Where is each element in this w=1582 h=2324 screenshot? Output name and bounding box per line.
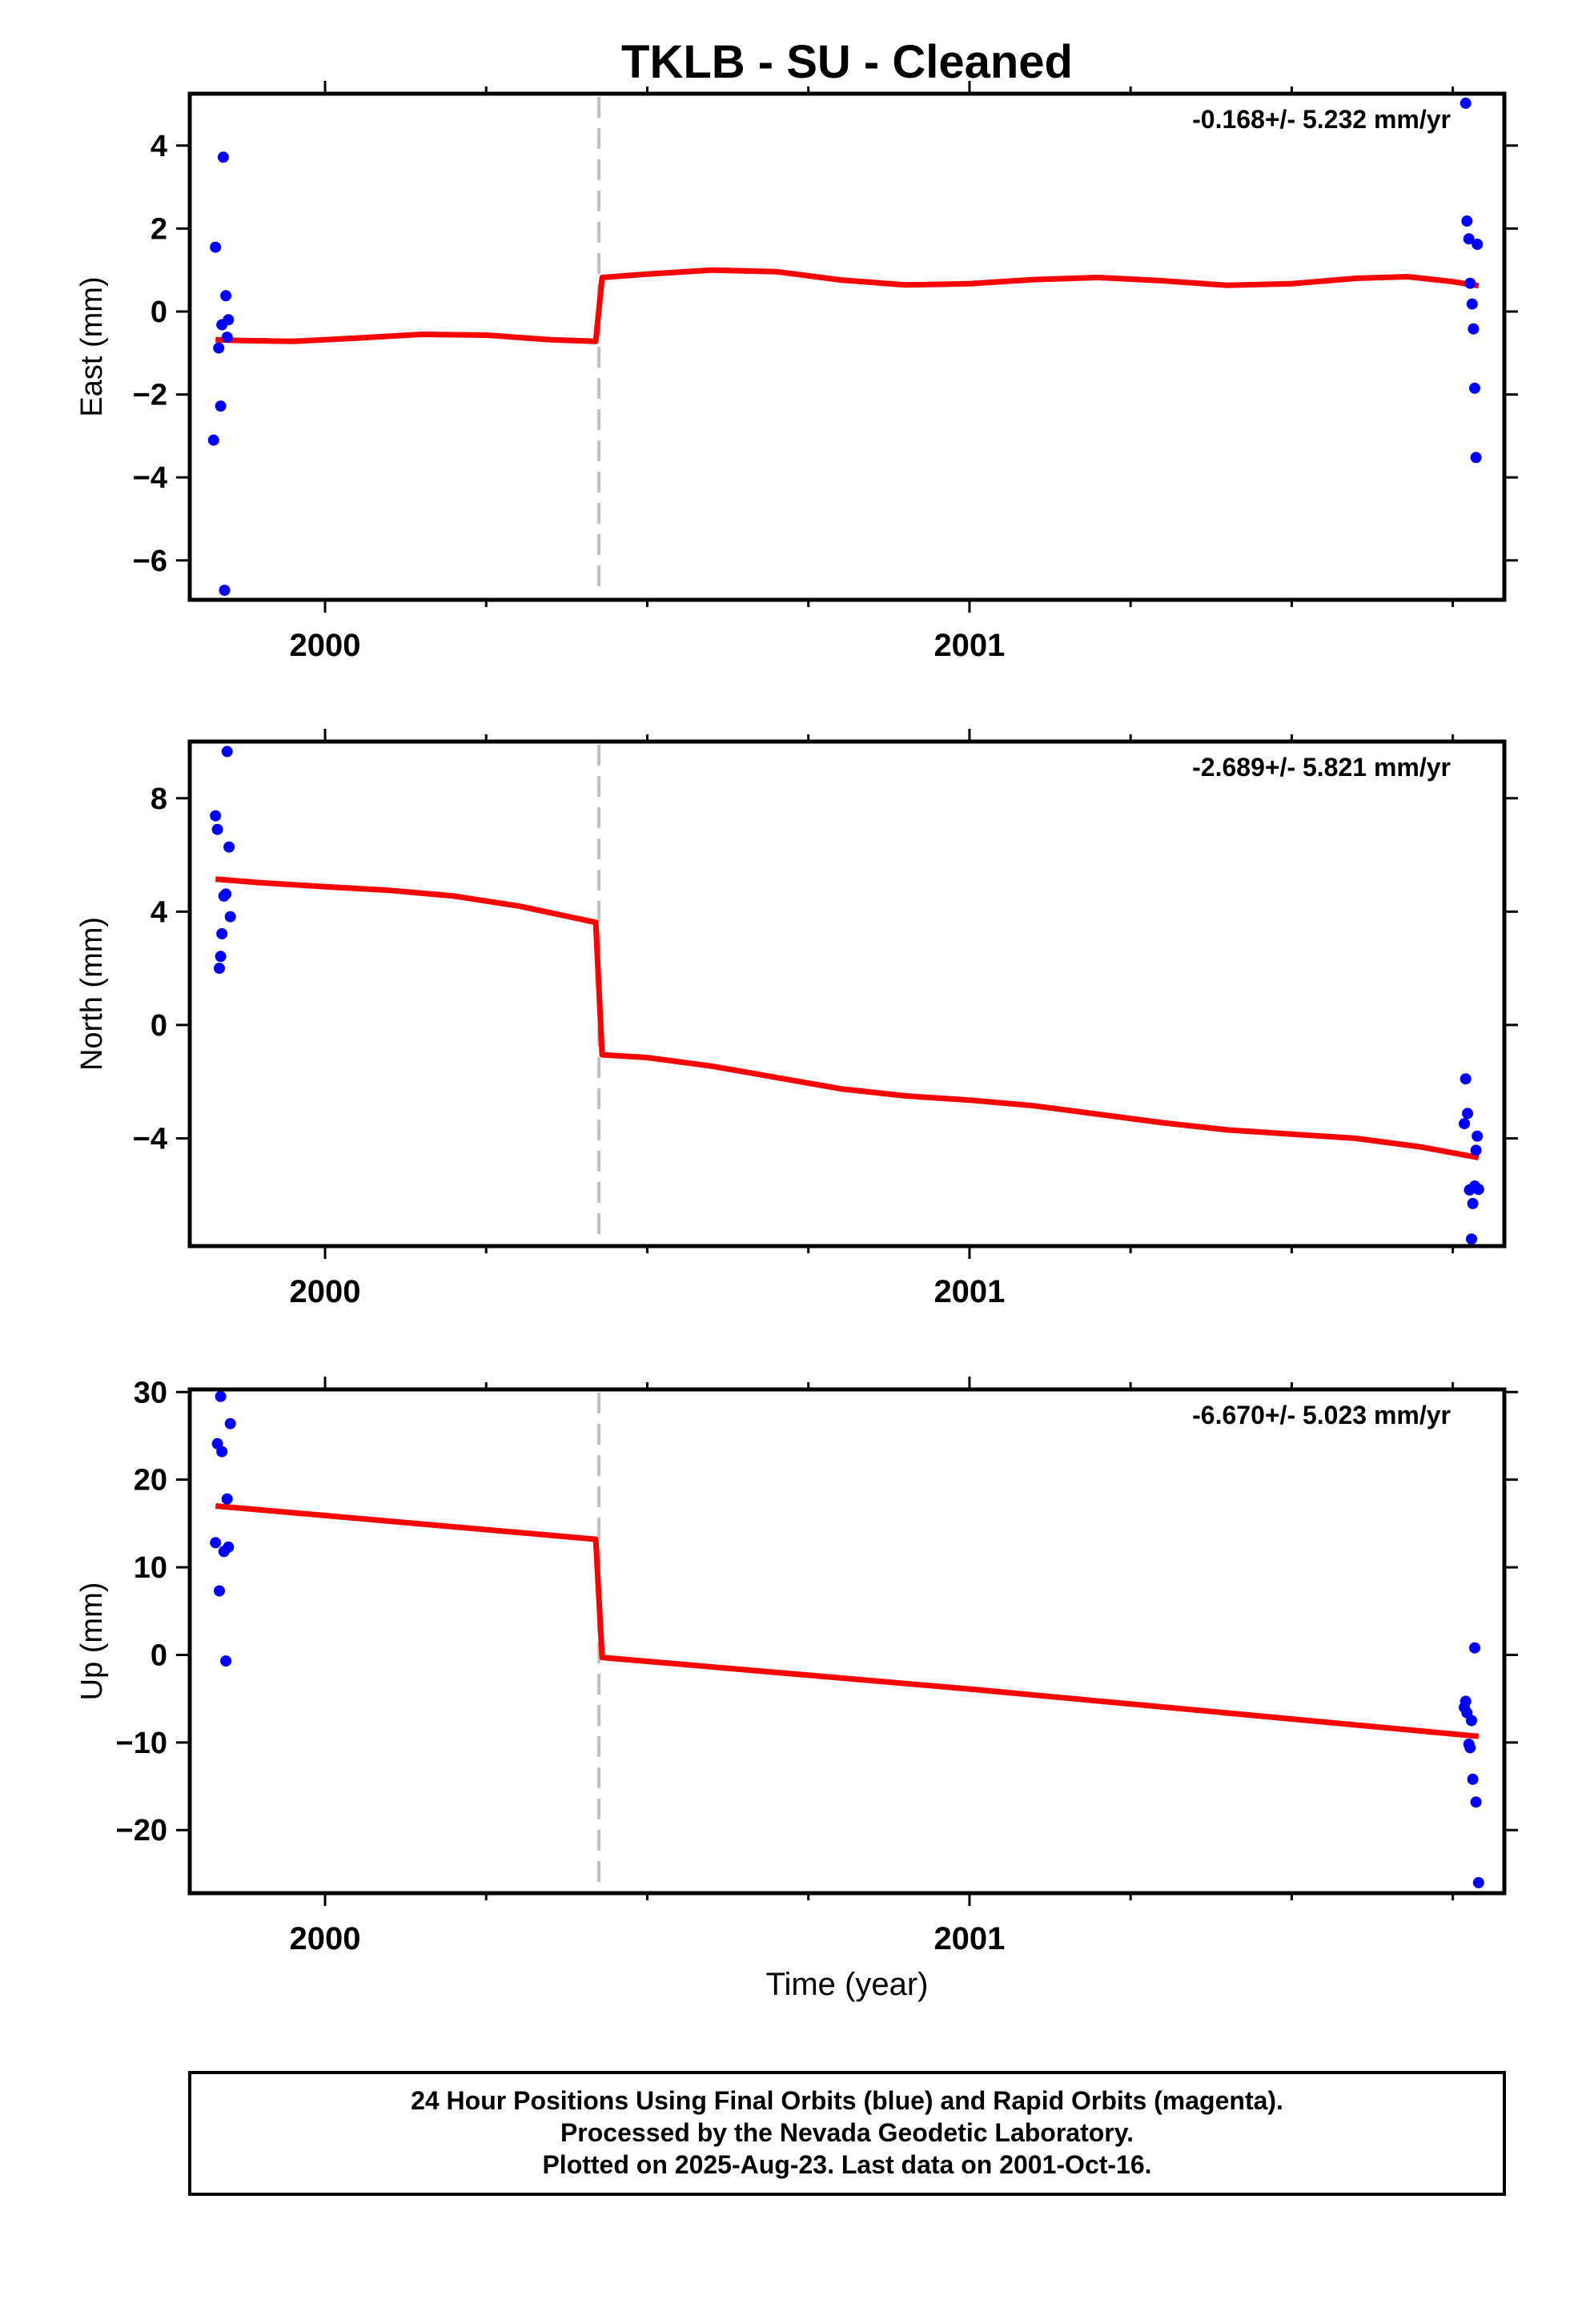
- data-point-north: [215, 951, 227, 963]
- y-tick-label: 0: [151, 1638, 167, 1672]
- data-point-up: [1472, 1876, 1484, 1888]
- data-point-up: [1464, 1742, 1476, 1754]
- data-point-up: [221, 1493, 233, 1505]
- x-tick-label: 2001: [934, 1274, 1005, 1309]
- data-point-north: [1472, 1130, 1484, 1142]
- data-point-north: [1459, 1118, 1471, 1130]
- y-tick-label: 0: [151, 1009, 167, 1043]
- footer-line-1: 24 Hour Positions Using Final Orbits (bl…: [411, 2086, 1283, 2115]
- x-tick-label: 2001: [934, 628, 1005, 663]
- y-tick-label: 0: [151, 296, 167, 329]
- data-point-north: [1466, 1233, 1477, 1245]
- data-point-up: [1470, 1796, 1482, 1808]
- data-point-east: [221, 332, 233, 344]
- data-point-north: [221, 746, 233, 758]
- data-point-east: [1469, 382, 1480, 394]
- y-axis-label-up: Up (mm): [75, 1582, 109, 1701]
- y-tick-label: 10: [134, 1551, 167, 1585]
- rate-annotation-up: -6.670+/- 5.023 mm/yr: [1192, 1401, 1451, 1429]
- y-tick-label: 4: [151, 130, 167, 163]
- data-point-north: [1462, 1108, 1474, 1120]
- data-point-up: [220, 1655, 232, 1667]
- data-point-up: [224, 1417, 236, 1429]
- y-tick-label: 4: [151, 895, 167, 929]
- data-point-north: [1470, 1144, 1482, 1156]
- footer-box: 24 Hour Positions Using Final Orbits (bl…: [188, 2071, 1506, 2196]
- rate-annotation-north: -2.689+/- 5.821 mm/yr: [1192, 753, 1451, 782]
- data-point-east: [1472, 239, 1484, 250]
- y-tick-label: −4: [133, 1123, 167, 1156]
- data-point-east: [1463, 233, 1475, 245]
- data-point-up: [1460, 1695, 1472, 1707]
- data-point-east: [217, 151, 229, 163]
- data-point-north: [224, 911, 236, 923]
- plot-frame-up: [187, 1387, 1507, 1896]
- data-point-east: [1470, 452, 1482, 464]
- figure-title: TKLB - SU - Cleaned: [621, 36, 1073, 88]
- data-point-north: [216, 928, 228, 939]
- x-tick-label: 2000: [290, 628, 361, 663]
- data-point-north: [1472, 1184, 1484, 1196]
- y-axis-label-east: East (mm): [75, 276, 109, 416]
- data-point-east: [1466, 298, 1478, 310]
- data-point-east: [219, 585, 231, 597]
- data-point-up: [1466, 1715, 1477, 1727]
- y-tick-label: 2: [151, 212, 167, 246]
- data-point-up: [1467, 1773, 1479, 1785]
- data-point-north: [211, 823, 223, 835]
- y-tick-label: 20: [134, 1464, 167, 1498]
- data-point-north: [210, 810, 222, 822]
- data-point-north: [214, 963, 225, 975]
- data-point-east: [1468, 323, 1480, 335]
- data-point-east: [1461, 215, 1473, 227]
- data-point-east: [223, 314, 235, 326]
- data-point-north: [1460, 1073, 1472, 1085]
- model-line-east: [215, 267, 1480, 344]
- data-point-east: [215, 400, 227, 412]
- y-tick-label: 30: [134, 1376, 167, 1409]
- data-point-north: [1467, 1197, 1479, 1209]
- data-point-north: [220, 888, 232, 900]
- footer-frame: [188, 2071, 1506, 2196]
- data-point-east: [1460, 97, 1472, 109]
- data-point-north: [223, 841, 235, 853]
- y-tick-label: 8: [151, 782, 167, 816]
- footer-line-2: Processed by the Nevada Geodetic Laborat…: [560, 2118, 1134, 2147]
- data-point-up: [210, 1537, 222, 1549]
- plot-frame-east: [187, 91, 1507, 602]
- x-tick-label: 2000: [290, 1921, 361, 1956]
- x-tick-label: 2000: [290, 1274, 361, 1309]
- y-tick-label: −20: [116, 1814, 167, 1848]
- y-axis-label-north: North (mm): [75, 917, 109, 1071]
- panel-north: −4 0 4 8 2000 2001 North (mm) -2.689+/- 5.821 m…: [75, 729, 1518, 1309]
- y-tick-label: −2: [133, 379, 167, 412]
- data-point-up: [1469, 1642, 1480, 1654]
- plot-frame-north: [187, 739, 1507, 1248]
- model-line-north: [215, 876, 1480, 1161]
- y-tick-label: −10: [116, 1727, 167, 1760]
- data-point-east: [1464, 277, 1476, 289]
- data-point-east: [207, 434, 219, 446]
- data-point-east: [210, 241, 222, 253]
- footer-line-3: Plotted on 2025-Aug-23. Last data on 200…: [542, 2150, 1151, 2179]
- panel-east: −6 −4 −2 0 2 4 2000 2001 East (mm) -0.168+/- 5.23…: [75, 81, 1518, 663]
- data-point-up: [216, 1445, 228, 1458]
- data-point-east: [213, 342, 225, 354]
- data-point-up: [215, 1390, 227, 1402]
- model-line-up: [215, 1503, 1480, 1739]
- data-point-up: [214, 1585, 225, 1597]
- data-point-up: [223, 1541, 235, 1553]
- rate-annotation-east: -0.168+/- 5.232 mm/yr: [1192, 105, 1451, 134]
- x-axis-label: Time (year): [766, 1967, 929, 2002]
- data-point-east: [220, 290, 232, 302]
- panel-up: −20 −10 0 10 20 30 2000 2001 Up (mm) -6.670+/- 5.…: [75, 1376, 1518, 2002]
- y-tick-label: −4: [133, 461, 167, 495]
- x-tick-label: 2001: [934, 1921, 1005, 1956]
- y-tick-label: −6: [133, 545, 167, 578]
